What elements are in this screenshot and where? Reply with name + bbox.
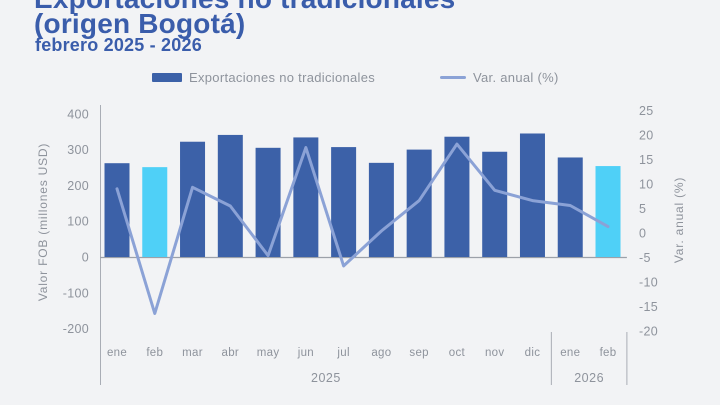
month-label-oct-9: oct — [449, 347, 466, 359]
page-title-line2: (origen Bogotá) — [34, 8, 246, 39]
bar-ene-12 — [557, 157, 583, 257]
month-label-ago-7: ago — [371, 347, 391, 359]
bar-feb-1 — [142, 167, 168, 257]
month-label-nov-10: nov — [485, 347, 504, 359]
left-tick-100: 100 — [67, 215, 89, 229]
bar-mar-2 — [180, 141, 206, 257]
month-label-may-4: may — [257, 347, 280, 359]
month-label-jun-5: jun — [297, 347, 314, 359]
right-tick-10: 10 — [639, 177, 654, 191]
bar-nov-10 — [482, 151, 508, 257]
month-label-mar-2: mar — [182, 347, 203, 359]
left-tick-300: 300 — [67, 143, 89, 157]
line-series-label: Var. anual (%) — [473, 69, 559, 85]
bar-ene-0 — [104, 163, 130, 257]
legend-item-line: Var. anual (%) — [440, 68, 559, 86]
right-tick-5: 5 — [639, 202, 646, 216]
left-tick-0: 0 — [82, 251, 89, 265]
month-label-jul-6: jul — [336, 347, 349, 359]
month-label-sep-8: sep — [409, 347, 428, 359]
legend-item-bars: Exportaciones no tradicionales — [152, 68, 375, 86]
month-label-ene-0: ene — [107, 347, 127, 359]
year-label-2026: 2026 — [574, 371, 604, 385]
left-tick-400: 400 — [67, 107, 89, 121]
page-title-line1: Exportaciones no tradicionales — [34, 0, 455, 13]
left-tick--100: -100 — [63, 286, 89, 300]
line-series-swatch — [440, 75, 466, 79]
page-subtitle: febrero 2025 - 2026 — [35, 35, 202, 55]
variation-line — [115, 142, 610, 315]
month-label-dic-11: dic — [525, 347, 541, 359]
right-tick--5: -5 — [639, 251, 651, 265]
left-tick--200: -200 — [63, 322, 89, 336]
left-tick-200: 200 — [67, 179, 89, 193]
right-tick-0: 0 — [639, 227, 646, 241]
bar-jun-5 — [293, 137, 319, 257]
month-label-ene-12: ene — [560, 347, 580, 359]
right-tick-20: 20 — [639, 128, 654, 142]
bar-may-4 — [255, 147, 281, 257]
page-title: Exportaciones no tradicionales (origen B… — [34, 0, 455, 39]
bar-abr-3 — [217, 134, 243, 257]
right-tick--20: -20 — [639, 325, 658, 339]
bar-ago-7 — [368, 162, 394, 257]
month-label-abr-3: abr — [222, 347, 240, 359]
right-tick--15: -15 — [639, 300, 658, 314]
bar-sep-8 — [406, 149, 432, 257]
bar-series-swatch — [152, 72, 182, 82]
right-axis-title: Var. anual (%) — [672, 177, 686, 263]
right-tick-15: 15 — [639, 153, 654, 167]
right-tick-25: 25 — [639, 104, 654, 118]
right-tick--10: -10 — [639, 276, 658, 290]
month-label-feb-13: feb — [600, 347, 617, 359]
bar-series-label: Exportaciones no tradicionales — [189, 69, 376, 85]
bar-feb-13 — [595, 166, 621, 257]
year-label-2025: 2025 — [311, 371, 341, 385]
month-label-feb-1: feb — [146, 347, 163, 359]
bar-dic-11 — [519, 133, 545, 257]
left-axis-title: Valor FOB (millones USD) — [36, 143, 50, 301]
